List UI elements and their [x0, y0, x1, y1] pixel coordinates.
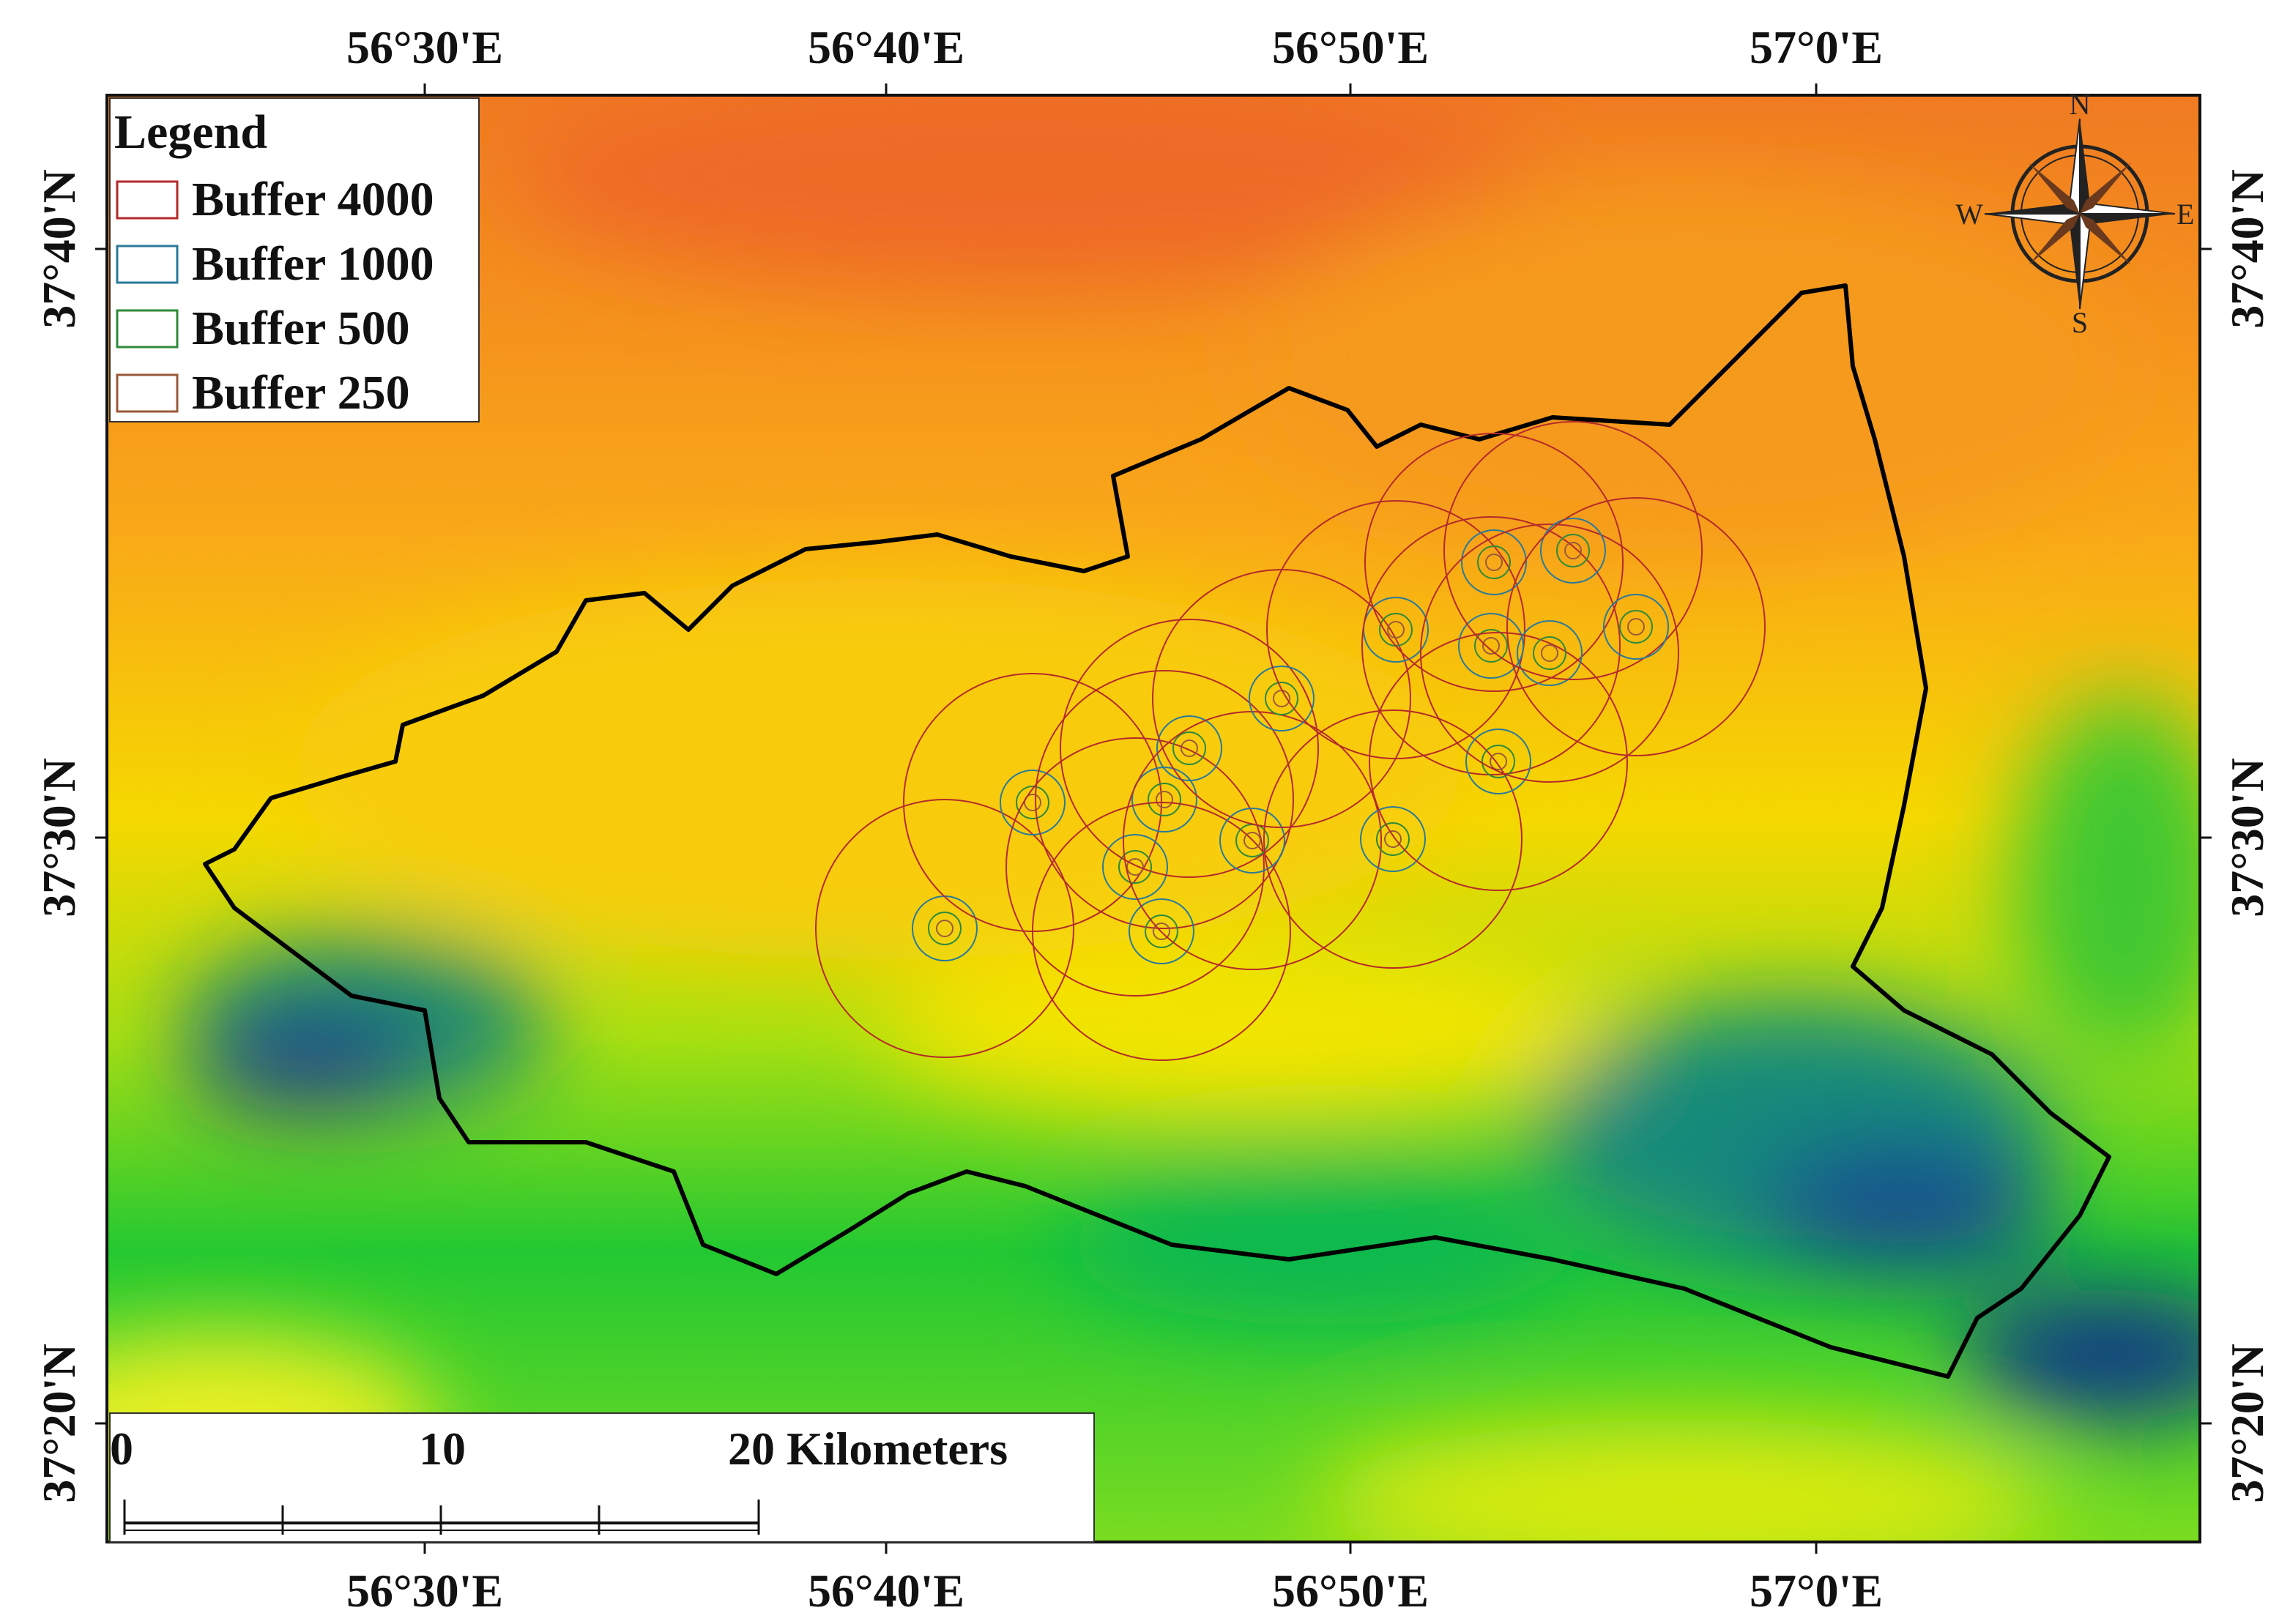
legend-swatch	[116, 245, 179, 284]
buffer-ring	[1603, 594, 1669, 660]
buffer-ring	[1000, 770, 1066, 835]
buffer-ring	[1461, 529, 1527, 595]
legend: Legend Buffer 4000 Buffer 1000 Buffer 500 B…	[109, 97, 480, 422]
buffer-ring	[1443, 421, 1703, 680]
y-label-left: 37°40'N	[33, 169, 85, 329]
scale-bar: 0 10 20 Kilometers	[109, 1412, 1095, 1543]
x-label-top: 56°30'E	[346, 21, 503, 73]
buffer-ring	[1384, 830, 1402, 848]
map-frame	[105, 94, 2201, 1543]
buffer-ring	[1458, 613, 1524, 679]
x-label-top: 56°40'E	[808, 21, 964, 73]
y-label-left: 37°20'N	[33, 1344, 85, 1503]
buffer-ring	[1387, 621, 1405, 638]
legend-label: Buffer 500	[192, 302, 410, 355]
buffer-ring	[1024, 794, 1041, 811]
buffer-ring	[1263, 709, 1523, 969]
buffer-ring	[1490, 753, 1507, 770]
buffer-ring	[1474, 629, 1508, 663]
north-arrow: N E S W	[1955, 88, 2194, 339]
buffer-ring	[1243, 832, 1261, 849]
buffer-ring	[1517, 620, 1583, 686]
scale-label: 0	[110, 1423, 133, 1475]
y-label-right: 37°40'N	[2221, 169, 2273, 329]
buffer-ring	[1131, 767, 1197, 833]
compass-s: S	[2072, 306, 2088, 339]
scale-label: 20 Kilometers	[728, 1423, 1008, 1475]
buffer-ring	[1619, 610, 1653, 644]
buffer-ring	[1035, 670, 1294, 929]
buffer-ring	[1541, 644, 1558, 662]
buffer-ring	[1506, 497, 1766, 756]
y-label-right: 37°20'N	[2221, 1344, 2273, 1503]
buffer-ring	[1482, 637, 1500, 655]
legend-title: Legend	[114, 105, 267, 159]
elevation-raster	[107, 95, 2200, 1542]
compass-n: N	[2070, 88, 2091, 121]
buffer-ring	[1156, 715, 1222, 781]
buffer-ring	[1556, 534, 1590, 567]
buffer-ring	[1016, 786, 1049, 819]
buffer-ring	[1032, 802, 1291, 1061]
buffer-ring	[1219, 808, 1285, 874]
buffer-ring	[936, 920, 953, 937]
x-label-bottom: 56°40'E	[808, 1565, 964, 1617]
legend-swatch	[116, 373, 179, 413]
compass-e: E	[2176, 198, 2194, 231]
buffer-ring	[1564, 542, 1582, 559]
buffer-ring	[1364, 433, 1624, 692]
buffer-ring	[1156, 791, 1173, 808]
graticule-ticks: 56°30'E 56°30'E 56°40'E 56°40'E 56°50'E 56°50…	[33, 21, 2273, 1617]
buffer-ring	[1540, 518, 1606, 584]
x-label-top: 57°0'E	[1750, 21, 1883, 73]
x-label-bottom: 56°50'E	[1272, 1565, 1429, 1617]
buffer-ring	[1005, 737, 1265, 997]
buffer-ring	[815, 799, 1074, 1058]
buffer-ring	[1145, 915, 1178, 948]
watershed-boundary	[203, 283, 2111, 1379]
buffer-ring	[928, 912, 962, 945]
buffer-ring	[1369, 632, 1628, 891]
x-label-top: 56°50'E	[1272, 21, 1429, 73]
buffer-ring	[1465, 729, 1531, 794]
buffer-ring	[1376, 822, 1410, 856]
buffer-ring	[1181, 740, 1198, 757]
legend-swatch	[116, 180, 179, 220]
buffer-ring	[1265, 682, 1298, 715]
legend-label: Buffer 1000	[192, 237, 434, 291]
legend-label: Buffer 250	[192, 366, 410, 420]
buffer-ring	[1126, 858, 1144, 876]
buffer-ring	[1060, 619, 1319, 878]
y-label-right: 37°30'N	[2221, 758, 2273, 917]
legend-label: Buffer 4000	[192, 173, 434, 226]
buffer-ring	[1129, 898, 1194, 964]
compass-w: W	[1955, 198, 1983, 231]
buffer-ring	[1533, 636, 1566, 670]
x-label-bottom: 56°30'E	[346, 1565, 503, 1617]
buffer-ring	[1102, 834, 1168, 900]
legend-swatch	[116, 309, 179, 349]
buffer-ring	[1477, 545, 1511, 579]
buffer-ring	[1361, 516, 1621, 775]
buffer-ring	[1172, 731, 1206, 765]
buffer-ring	[1249, 666, 1315, 731]
buffer-ring	[1153, 923, 1170, 940]
buffer-ring	[1118, 850, 1152, 884]
buffer-ring	[1420, 524, 1679, 783]
x-label-bottom: 57°0'E	[1750, 1565, 1883, 1617]
buffer-ring	[1360, 806, 1426, 872]
buffer-ring	[1485, 554, 1503, 571]
buffer-ring	[1481, 745, 1515, 778]
y-label-left: 37°30'N	[33, 758, 85, 917]
buffer-ring	[1266, 500, 1525, 759]
buffer-ring	[1627, 618, 1645, 636]
buffer-ring	[1148, 783, 1181, 816]
scale-label: 10	[419, 1423, 466, 1475]
buffer-circles	[815, 421, 1766, 1061]
